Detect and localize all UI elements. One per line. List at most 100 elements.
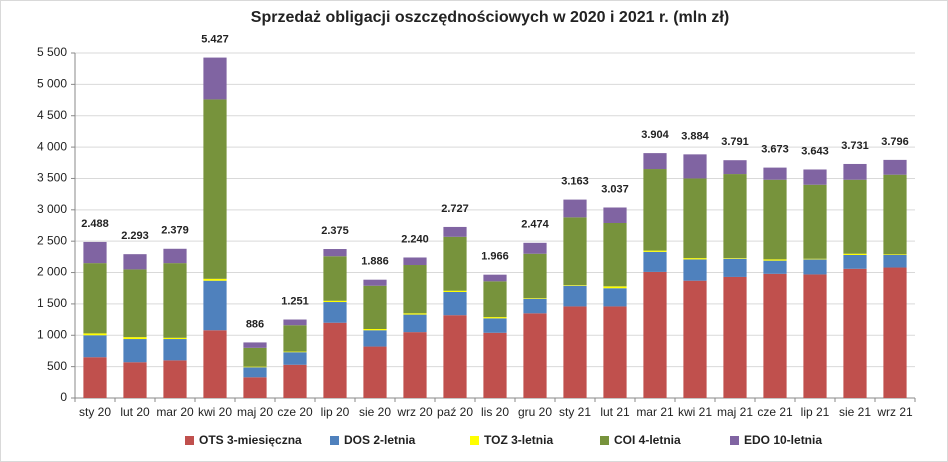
- y-tick-label: 4 500: [37, 108, 67, 122]
- y-tick-label: 3 000: [37, 202, 67, 216]
- total-label: 2.727: [441, 203, 469, 215]
- x-tick-label: kwi 21: [678, 405, 712, 419]
- bar-segment: [883, 254, 907, 268]
- bar-segment: [763, 179, 787, 260]
- chart-title: Sprzedaż obligacji oszczędnościowych w 2…: [251, 9, 729, 26]
- bar-segment: [883, 254, 907, 255]
- x-tick-label: cze 20: [277, 405, 313, 419]
- total-label: 2.474: [521, 219, 549, 231]
- total-label: 3.673: [761, 144, 789, 156]
- bar-segment: [123, 362, 147, 398]
- bar-segment: [163, 263, 187, 338]
- total-label: 3.791: [721, 136, 749, 148]
- bar-segment: [203, 330, 227, 398]
- bar-segment: [123, 269, 147, 338]
- bar-segment: [403, 257, 427, 266]
- bar-segment: [803, 184, 827, 259]
- bar-segment: [563, 306, 587, 398]
- bar-segment: [203, 57, 227, 100]
- bar-segment: [563, 285, 587, 286]
- bar-segment: [843, 268, 867, 398]
- x-tick-label: cze 21: [757, 405, 793, 419]
- bar-segment: [123, 339, 147, 363]
- bar-segment: [83, 241, 107, 264]
- bar-segment: [483, 332, 507, 398]
- total-label: 3.163: [561, 175, 589, 187]
- bar-segment: [283, 364, 307, 398]
- bar-segment: [803, 258, 827, 260]
- bar-segment: [603, 306, 627, 398]
- y-tick-label: 4 000: [37, 139, 67, 153]
- bar-segment: [563, 199, 587, 218]
- y-tick-label: 500: [47, 359, 67, 373]
- bar-segment: [323, 322, 347, 398]
- bar-segment: [723, 258, 747, 277]
- bar-segment: [403, 314, 427, 333]
- total-label: 2.379: [161, 225, 189, 237]
- bar-segment: [603, 222, 627, 287]
- bar-segment: [443, 290, 467, 292]
- total-label: 1.251: [281, 295, 309, 307]
- total-label: 5.427: [201, 33, 229, 45]
- bar-segment: [443, 315, 467, 398]
- bar-segment: [83, 333, 107, 336]
- x-tick-label: maj 21: [717, 405, 753, 419]
- legend-label: TOZ 3-letnia: [484, 433, 553, 447]
- y-tick-label: 5 500: [37, 45, 67, 59]
- bar-segment: [443, 236, 467, 291]
- bar-segment: [643, 169, 667, 251]
- bar-segment: [643, 250, 667, 252]
- legend-swatch: [600, 436, 609, 445]
- bar-segment: [763, 260, 787, 274]
- bar-segment: [723, 174, 747, 259]
- bar-segment: [363, 329, 387, 331]
- bar-segment: [243, 377, 267, 398]
- y-tick-label: 2 500: [37, 233, 67, 247]
- legend-swatch: [470, 436, 479, 445]
- bar-segment: [523, 298, 547, 299]
- bar-segment: [683, 258, 707, 260]
- bar-segment: [203, 280, 227, 331]
- x-tick-label: lip 20: [321, 405, 350, 419]
- y-tick-label: 3 500: [37, 171, 67, 185]
- bar-segment: [243, 347, 267, 367]
- bar-segment: [643, 251, 667, 272]
- total-label: 2.488: [81, 218, 109, 230]
- total-label: 3.731: [841, 140, 869, 152]
- bar-segment: [843, 163, 867, 180]
- bar-segment: [83, 335, 107, 358]
- total-label: 3.643: [801, 145, 829, 157]
- x-tick-label: lut 21: [600, 405, 630, 419]
- bar-segment: [323, 302, 347, 323]
- y-tick-label: 5 000: [37, 77, 67, 91]
- x-tick-label: sty 20: [79, 405, 111, 419]
- bar-segment: [83, 357, 107, 398]
- y-tick-label: 0: [60, 390, 67, 404]
- bar-segment: [203, 99, 227, 279]
- bar-segment: [523, 313, 547, 398]
- bar-segment: [643, 153, 667, 170]
- bar-segment: [803, 259, 827, 275]
- legend-label: DOS 2-letnia: [344, 433, 416, 447]
- bar-segment: [283, 352, 307, 365]
- bar-segment: [403, 313, 427, 315]
- y-tick-label: 1 500: [37, 296, 67, 310]
- total-label: 3.796: [881, 136, 909, 148]
- legend-swatch: [730, 436, 739, 445]
- bar-segment: [163, 360, 187, 398]
- bar-segment: [723, 276, 747, 398]
- bar-segment: [683, 259, 707, 281]
- total-label: 3.904: [641, 129, 669, 141]
- bar-segment: [843, 254, 867, 269]
- x-tick-label: lip 21: [801, 405, 830, 419]
- total-label: 2.293: [121, 230, 149, 242]
- bar-segment: [323, 256, 347, 301]
- bar-segment: [523, 298, 547, 314]
- bar-segment: [563, 217, 587, 286]
- y-tick-label: 2 000: [37, 265, 67, 279]
- bar-segment: [883, 159, 907, 175]
- bar-segment: [843, 179, 867, 254]
- x-tick-label: gru 20: [518, 405, 552, 419]
- x-tick-label: paź 20: [437, 405, 473, 419]
- bar-segment: [163, 337, 187, 340]
